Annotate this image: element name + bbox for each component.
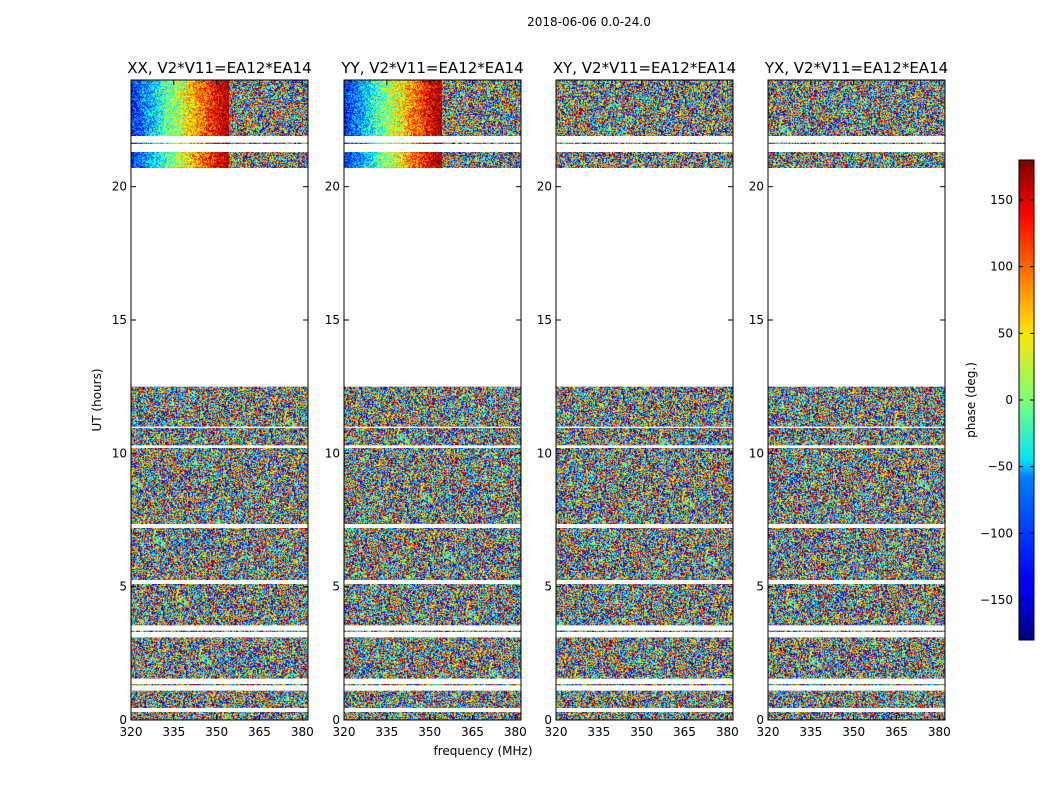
panels: XX, V2*V11=EA12*EA14 320 335 350 365 380 0 5 10 1… xyxy=(112,59,951,739)
x-tick-label: 335 xyxy=(162,725,185,739)
colorbar-tick-label: 150 xyxy=(990,193,1013,207)
y-tick-label: 5 xyxy=(756,580,764,594)
x-tick-label: 320 xyxy=(333,725,356,739)
colorbar-tick-label: −150 xyxy=(980,593,1013,607)
x-tick-label: 380 xyxy=(928,725,951,739)
y-tick-label: 20 xyxy=(537,180,552,194)
panel-frame xyxy=(130,79,309,721)
y-tick-label: 15 xyxy=(749,313,764,327)
y-tick-label: 0 xyxy=(332,713,340,727)
panel-title: YY, V2*V11=EA12*EA14 xyxy=(340,59,523,77)
x-tick-label: 365 xyxy=(673,725,696,739)
y-tick-label: 5 xyxy=(332,580,340,594)
y-tick-label: 5 xyxy=(544,580,552,594)
x-tick-label: 365 xyxy=(885,725,908,739)
panel-xy: XY, V2*V11=EA12*EA14 320 335 350 365 380 0 5 10 1… xyxy=(537,59,739,739)
phase-heatmap xyxy=(131,80,308,720)
x-tick-label: 350 xyxy=(842,725,865,739)
y-tick-label: 0 xyxy=(756,713,764,727)
chart-suptitle: 2018-06-06 0.0-24.0 xyxy=(527,15,651,29)
x-axis-label: frequency (MHz) xyxy=(433,744,532,758)
y-tick-label: 15 xyxy=(537,313,552,327)
panel-title: XX, V2*V11=EA12*EA14 xyxy=(127,59,311,77)
panel-frame xyxy=(767,79,946,721)
y-axis-label: UT (hours) xyxy=(90,368,104,431)
phase-heatmap xyxy=(344,80,521,720)
panel-frame xyxy=(555,79,734,721)
x-tick-label: 320 xyxy=(545,725,568,739)
panel-title: YX, V2*V11=EA12*EA14 xyxy=(764,59,948,77)
y-tick-label: 10 xyxy=(537,446,552,460)
phase-heatmap xyxy=(768,80,945,720)
x-tick-label: 335 xyxy=(587,725,610,739)
x-tick-label: 350 xyxy=(418,725,441,739)
y-tick-label: 10 xyxy=(325,446,340,460)
colorbar-label: phase (deg.) xyxy=(964,362,978,438)
x-tick-label: 365 xyxy=(248,725,271,739)
colorbar-tick-label: 50 xyxy=(998,326,1013,340)
panel-yx: YX, V2*V11=EA12*EA14 320 335 350 365 380 0 5 10 1… xyxy=(749,59,951,739)
y-tick-label: 10 xyxy=(112,446,127,460)
colorbar: −150 −100 −50 0 50 100 150 phase (deg.) xyxy=(964,159,1035,641)
y-tick-label: 10 xyxy=(749,446,764,460)
y-tick-label: 0 xyxy=(119,713,127,727)
y-tick-label: 15 xyxy=(112,313,127,327)
colorbar-tick-label: 0 xyxy=(1005,393,1013,407)
colorbar-tick-label: 100 xyxy=(990,260,1013,274)
x-tick-label: 335 xyxy=(375,725,398,739)
colorbar-tick-label: −100 xyxy=(980,526,1013,540)
x-tick-label: 320 xyxy=(120,725,143,739)
y-tick-label: 20 xyxy=(112,180,127,194)
x-tick-label: 380 xyxy=(504,725,527,739)
x-tick-label: 350 xyxy=(205,725,228,739)
y-tick-label: 5 xyxy=(119,580,127,594)
phase-heatmap xyxy=(556,80,733,720)
y-tick-label: 0 xyxy=(544,713,552,727)
panel-frame xyxy=(343,79,522,721)
y-tick-label: 20 xyxy=(749,180,764,194)
x-tick-label: 365 xyxy=(461,725,484,739)
x-tick-label: 320 xyxy=(757,725,780,739)
panel-xx: XX, V2*V11=EA12*EA14 320 335 350 365 380 0 5 10 1… xyxy=(112,59,314,739)
x-tick-label: 350 xyxy=(630,725,653,739)
x-tick-label: 380 xyxy=(291,725,314,739)
colorbar-tick-label: −50 xyxy=(988,460,1013,474)
y-tick-label: 15 xyxy=(325,313,340,327)
x-tick-label: 380 xyxy=(716,725,739,739)
panel-yy: YY, V2*V11=EA12*EA14 320 335 350 365 380 0 5 10 1… xyxy=(325,59,527,739)
x-tick-label: 335 xyxy=(799,725,822,739)
panel-title: XY, V2*V11=EA12*EA14 xyxy=(553,59,736,77)
y-tick-label: 20 xyxy=(325,180,340,194)
